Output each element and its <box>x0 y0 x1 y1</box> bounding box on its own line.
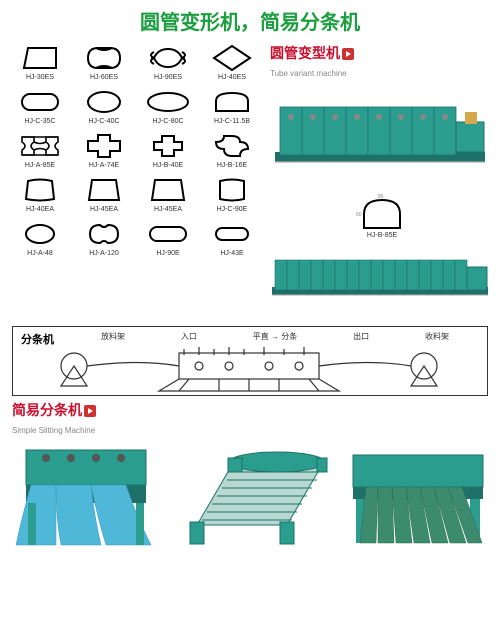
profile-hja85e: HJ-A-85E <box>12 131 68 169</box>
profile-hjb85e: 50 85 HJ-B-85E <box>270 192 494 239</box>
slitter-machine-2 <box>172 440 332 555</box>
svg-text:85: 85 <box>378 194 384 200</box>
page-title-text: 圆管变形机，简易分条机 <box>140 12 360 34</box>
profile-hj30es: HJ-30ES <box>12 43 68 81</box>
profile-hja74e: HJ-A-74E <box>76 131 132 169</box>
profile-hj90es: HJ-90ES <box>140 43 196 81</box>
slitter-diagram: 分条机 放料架 入口 平直 → 分条 出口 收料架 <box>12 326 488 396</box>
main-content: HJ-30ESHJ-60ESHJ-90ESHJ-40ESHJ-C-35CHJ-C… <box>0 39 500 320</box>
profile-hj40es: HJ-40ES <box>204 43 260 81</box>
slitter-machine-3 <box>338 440 498 555</box>
right-column: 圆管变型机 Tube variant machine <box>270 39 500 320</box>
profile-hj43e: HJ-43E <box>204 219 260 257</box>
slitter-machine-1 <box>6 440 166 555</box>
long-machine <box>270 245 494 310</box>
profile-hjb40e: HJ-B-40E <box>140 131 196 169</box>
svg-text:50: 50 <box>356 212 362 218</box>
profile-hj90e: HJ-90E <box>140 219 196 257</box>
tube-machine-title: 圆管变型机 Tube variant machine <box>270 43 494 81</box>
profile-hj45ea: HJ-45EA <box>140 175 196 213</box>
profile-hjc80c: HJ-C-80C <box>140 87 196 125</box>
profile-hjc90e: HJ-C-90E <box>204 175 260 213</box>
profile-hj60es: HJ-60ES <box>76 43 132 81</box>
profile-hja48: HJ-A-48 <box>12 219 68 257</box>
profile-hja120: HJ-A-120 <box>76 219 132 257</box>
profile-hj40ea: HJ-40EA <box>12 175 68 213</box>
page-title: 圆管变形机，简易分条机 <box>0 0 500 39</box>
slitter-machines <box>0 440 500 555</box>
profile-catalog: HJ-30ESHJ-60ESHJ-90ESHJ-40ESHJ-C-35CHJ-C… <box>0 39 270 320</box>
play-icon <box>84 405 96 417</box>
play-icon <box>342 48 354 60</box>
profile-hj45ea: HJ-45EA <box>76 175 132 213</box>
profile-hjc115b: HJ-C-11.5B <box>204 87 260 125</box>
profile-hjc40c: HJ-C-40C <box>76 87 132 125</box>
profile-hjb16e: HJ-B-16E <box>204 131 260 169</box>
profile-hjc35c: HJ-C-35C <box>12 87 68 125</box>
tube-variant-machine <box>270 87 494 182</box>
slitter-title: 简易分条机 Simple Slitting Machine <box>0 400 500 438</box>
